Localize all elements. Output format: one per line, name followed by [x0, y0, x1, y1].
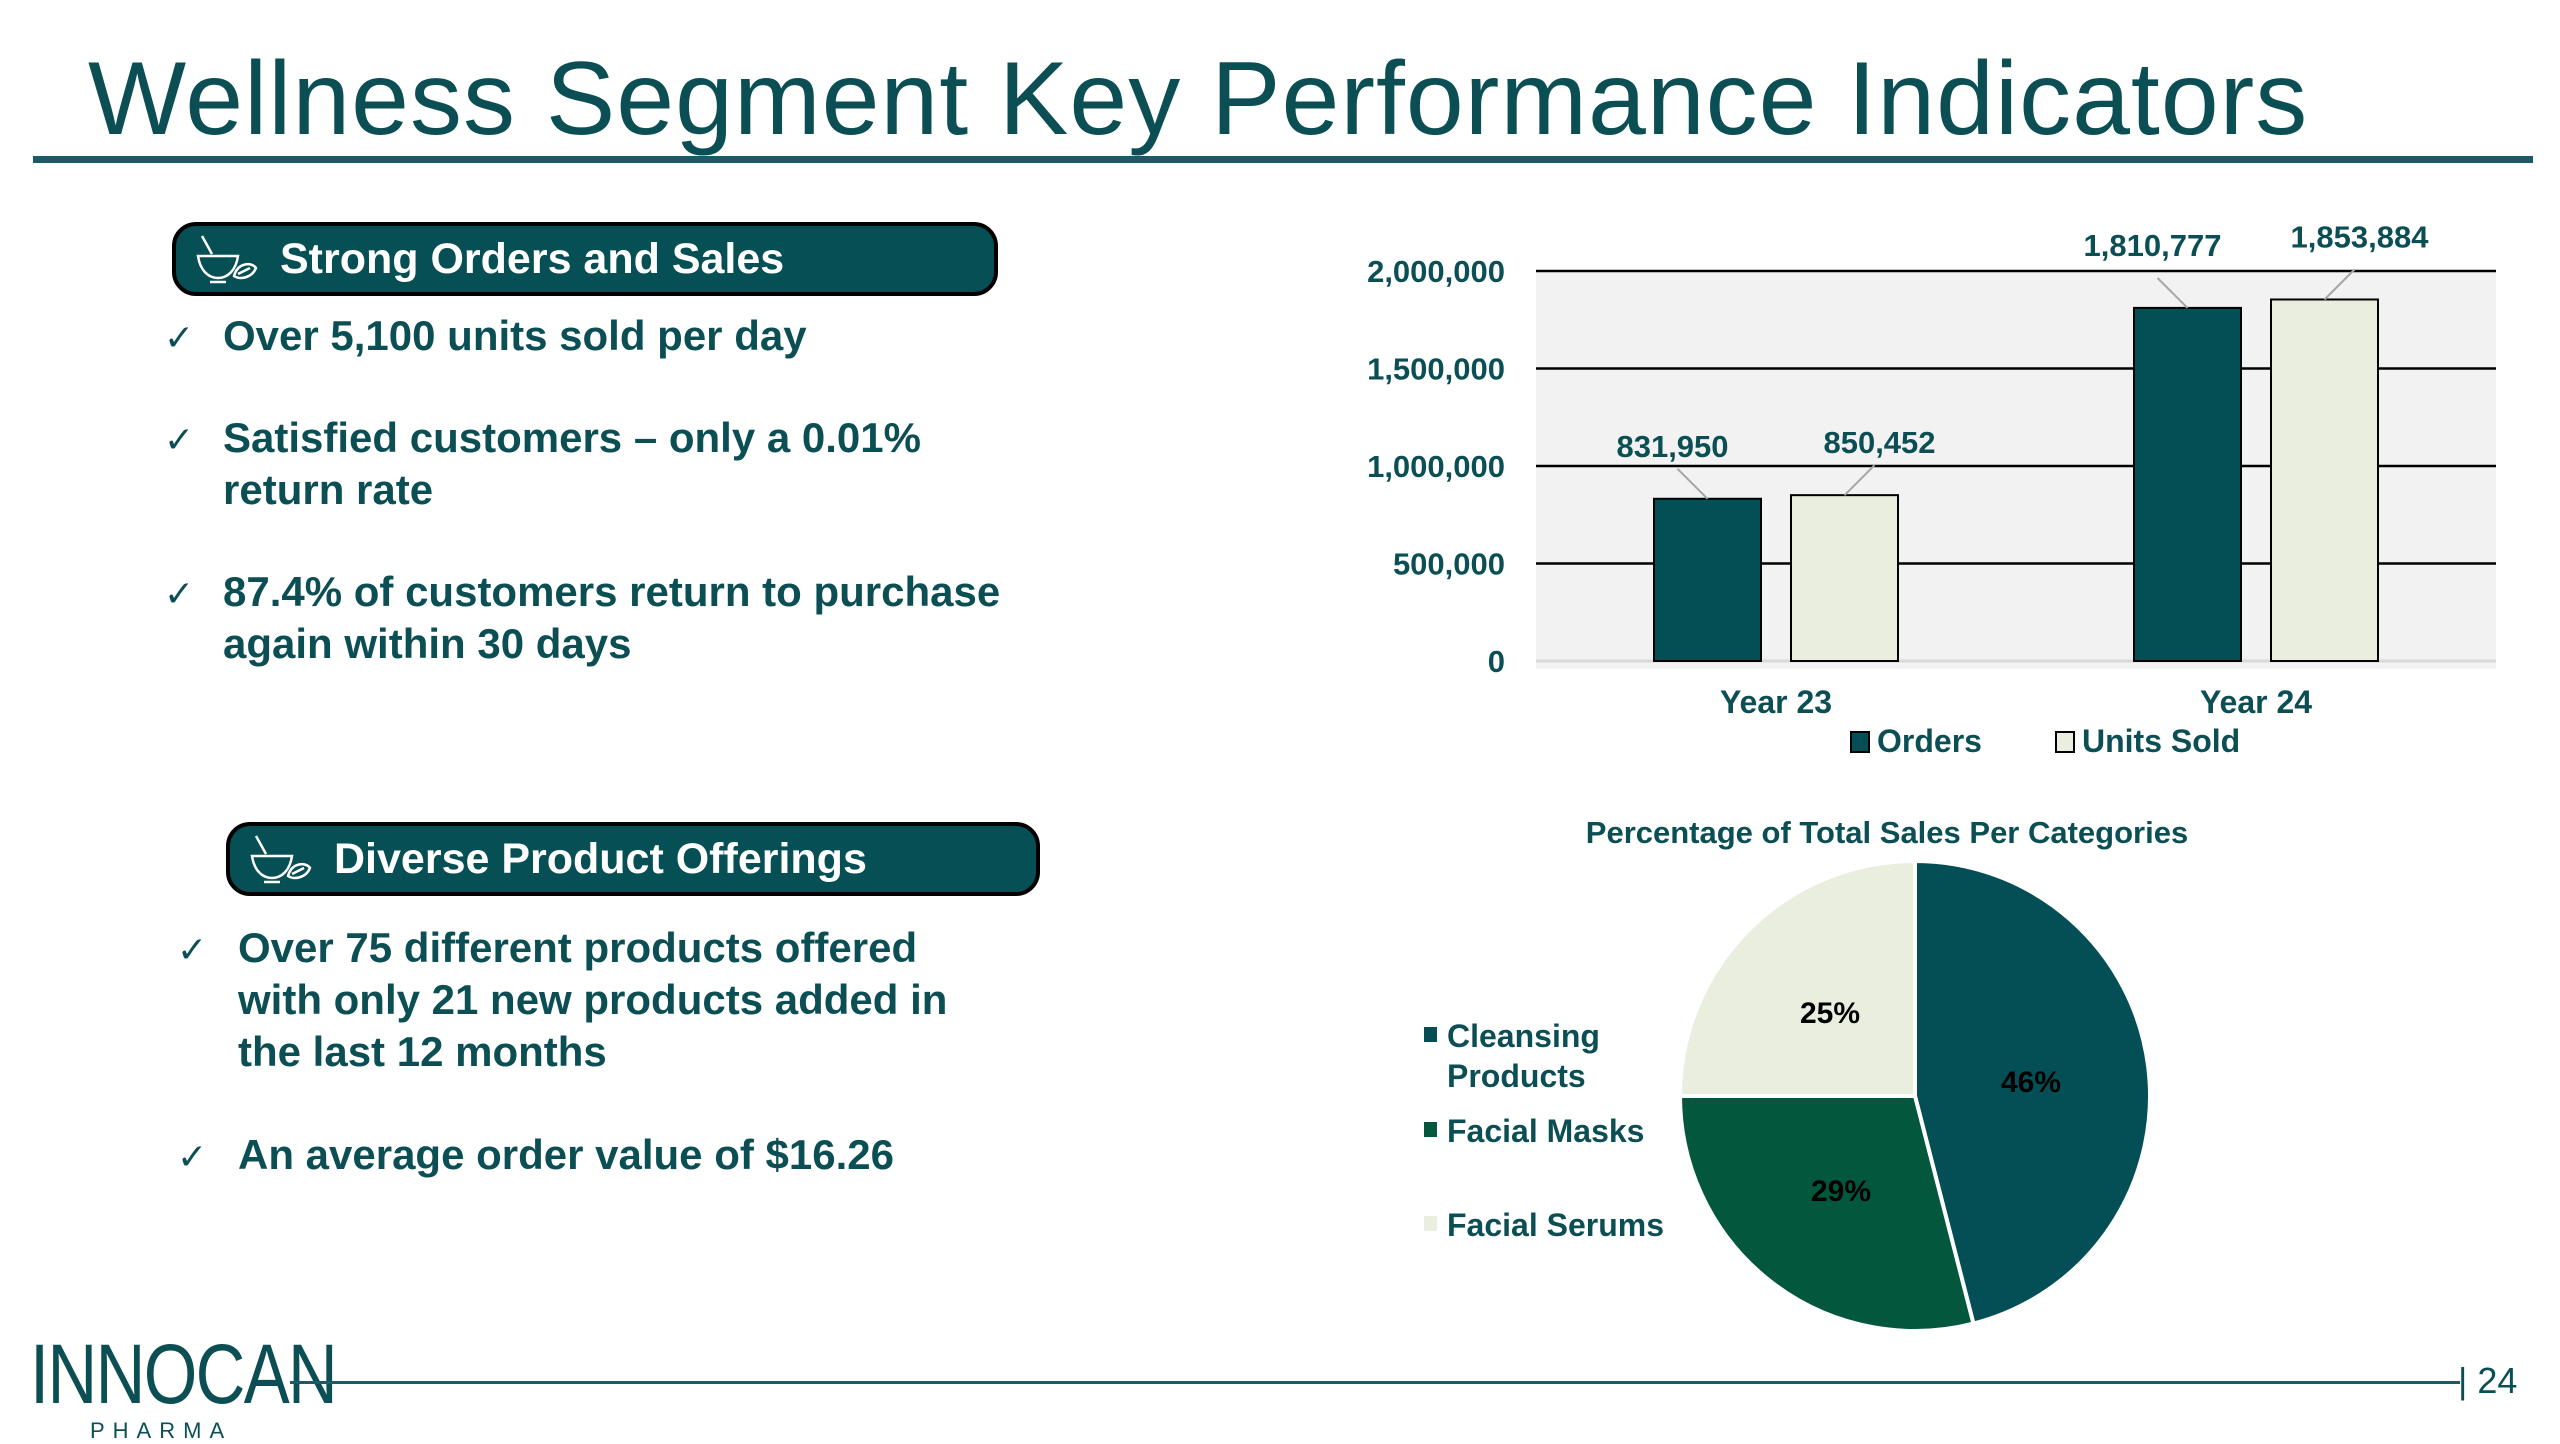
pie-title: Percentage of Total Sales Per Categories	[1586, 815, 2188, 850]
innocan-logo: INNOCAN	[30, 1327, 338, 1421]
data-label: 1,853,884	[2291, 219, 2430, 254]
check-icon: ✓	[177, 1136, 208, 1177]
legend-swatch	[2055, 731, 2075, 753]
legend-swatch	[1850, 731, 1870, 753]
legend-swatch	[1424, 1122, 1437, 1137]
bar-units-sold	[1790, 494, 1899, 662]
section-heading-product-offerings: Diverse Product Offerings	[226, 822, 1040, 896]
bullet-item: ✓	[164, 310, 194, 364]
y-tick-label: 2,000,000	[1367, 254, 1505, 289]
y-tick-label: 500,000	[1393, 547, 1505, 582]
bullet-text: 87.4% of customers return to purchase aga…	[223, 566, 1000, 670]
bullet-text: Over 75 different products offered with o…	[238, 922, 947, 1078]
bar-units-sold	[2270, 298, 2379, 662]
data-label-leader	[1843, 464, 1876, 496]
bullet-line: 87.4% of customers return to purchase	[223, 568, 1001, 615]
bullet-item: ✓	[164, 566, 194, 620]
bullet-line: Over 75 different products offered	[238, 924, 918, 971]
bar-orders	[1653, 497, 1762, 662]
legend-label: Units Sold	[2082, 723, 2240, 759]
y-tick-label: 1,000,000	[1367, 449, 1505, 484]
bullet-item: ✓	[164, 412, 194, 466]
category-label: Year 24	[2200, 684, 2312, 720]
page-number: | 24	[2458, 1360, 2518, 1401]
section-heading-label: Diverse Product Offerings	[334, 834, 867, 883]
bullet-text: Satisfied customers – only a 0.01% return…	[223, 412, 921, 516]
bullet-line: again within 30 days	[223, 620, 632, 667]
pie-data-label: 29%	[1811, 1175, 1871, 1208]
bullet-line: return rate	[223, 466, 434, 513]
legend-label: Facial Serums	[1447, 1207, 1664, 1243]
bullet-line: Satisfied customers – only a 0.01%	[223, 414, 921, 461]
y-tick-label: 1,500,000	[1367, 352, 1505, 387]
check-icon: ✓	[177, 929, 208, 970]
bullet-item: ✓	[177, 1129, 207, 1183]
legend-swatch	[1424, 1027, 1437, 1042]
bullet-text: Over 5,100 units sold per day	[223, 312, 807, 359]
data-label: 831,950	[1616, 429, 1728, 464]
legend-label: Facial Masks	[1447, 1113, 1644, 1149]
pie-data-label: 46%	[2001, 1066, 2061, 1099]
bar-orders	[2133, 306, 2242, 662]
data-label: 850,452	[1823, 425, 1935, 460]
y-tick-label: 0	[1488, 644, 1505, 679]
section-heading-label: Strong Orders and Sales	[280, 234, 785, 283]
check-icon: ✓	[164, 573, 195, 614]
title-divider	[33, 156, 2533, 163]
bullet-line: with only 21 new products added in	[238, 976, 948, 1023]
mortar-pestle-leaf-icon	[196, 235, 258, 284]
category-label: Year 23	[1720, 684, 1832, 720]
legend-label: Products	[1447, 1058, 1586, 1094]
footer-divider	[290, 1381, 2460, 1384]
mortar-pestle-leaf-icon	[250, 835, 312, 884]
bullet-item: ✓	[177, 922, 207, 976]
pie-slice-facial-serums	[1677, 858, 1917, 1098]
legend-swatch	[1424, 1216, 1437, 1231]
check-icon: ✓	[164, 317, 195, 358]
legend-label: Orders	[1877, 723, 1982, 759]
data-label-leader	[2156, 277, 2189, 309]
data-label: 1,810,777	[2084, 228, 2222, 263]
pie-data-label: 25%	[1800, 997, 1860, 1030]
data-label-leader	[2323, 268, 2356, 301]
check-icon: ✓	[164, 419, 195, 460]
innocan-logo-sub: PHARMA	[90, 1418, 233, 1443]
page-title: Wellness Segment Key Performance Indicat…	[88, 41, 2309, 157]
legend-label: Cleansing	[1447, 1018, 1600, 1054]
bullet-line: the last 12 months	[238, 1028, 607, 1075]
pie-slice-cleansing-products	[1913, 858, 2152, 1327]
section-heading-orders-sales: Strong Orders and Sales	[172, 222, 998, 296]
pie-slice-facial-masks	[1677, 1094, 1976, 1333]
bullet-text: An average order value of $16.26	[238, 1131, 894, 1178]
data-label-leader	[1676, 468, 1709, 500]
